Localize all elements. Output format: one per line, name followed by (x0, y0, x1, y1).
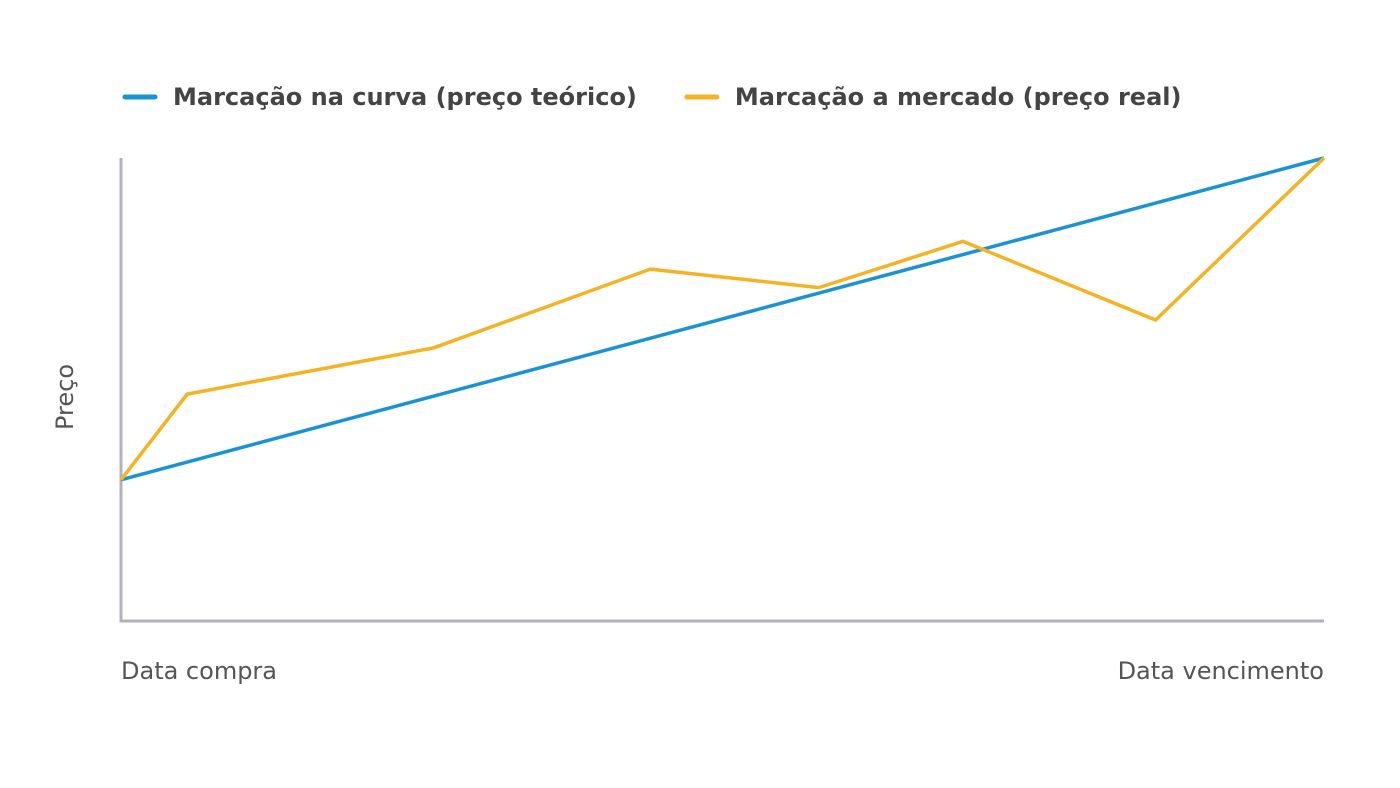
y-axis-label: Preço (51, 364, 79, 430)
legend-label: Marcação na curva (preço teórico) (173, 83, 637, 111)
series-line (119, 156, 1326, 481)
legend-label: Marcação a mercado (preço real) (735, 83, 1182, 111)
x-tick-label: Data vencimento (1118, 657, 1324, 685)
x-tick-label: Data compra (121, 657, 277, 685)
series-line (120, 156, 1325, 482)
